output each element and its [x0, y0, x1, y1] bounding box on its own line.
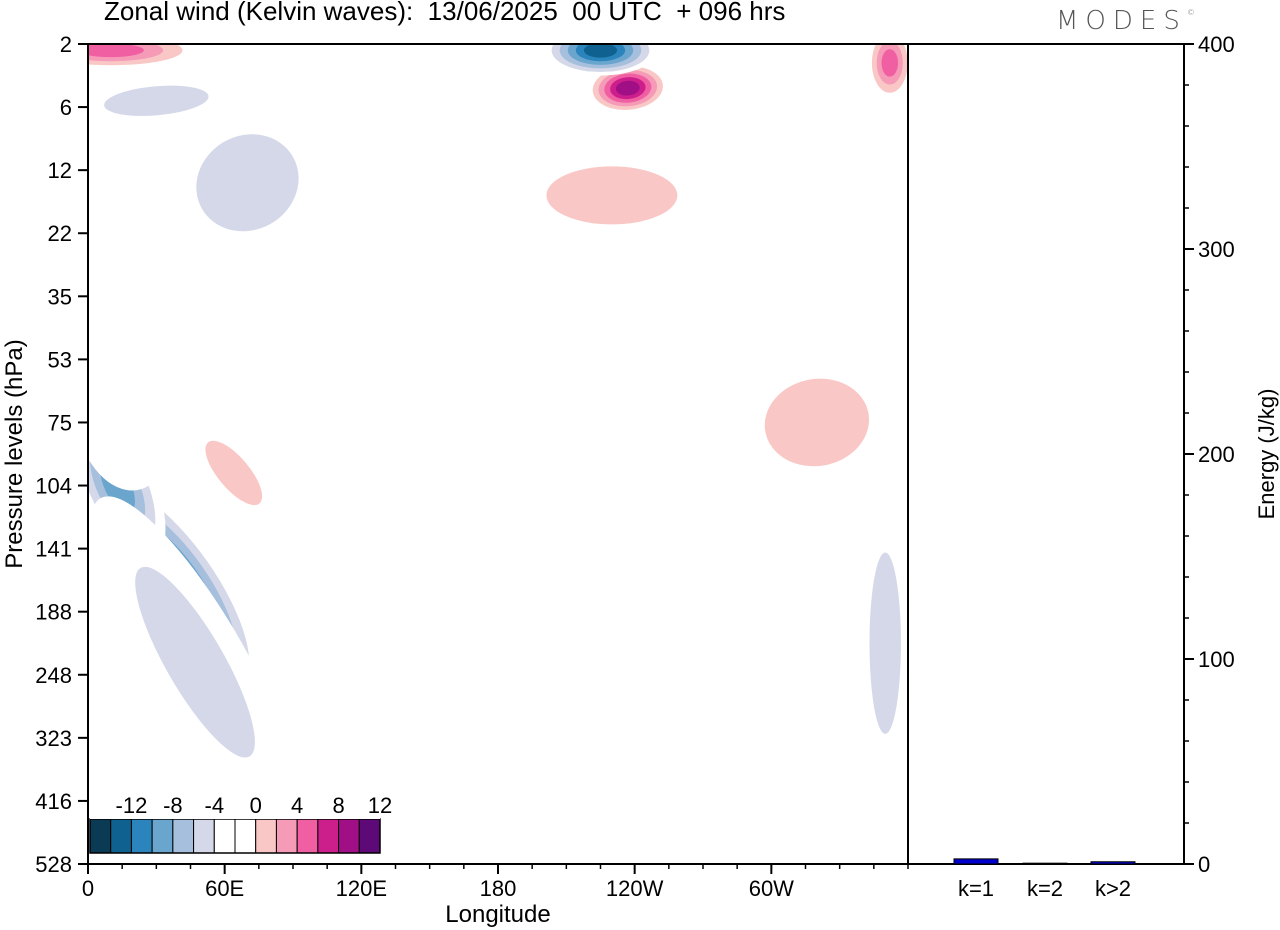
contour-level	[583, 44, 618, 58]
y-tick-label: 141	[35, 537, 72, 562]
bar-plot-frame	[907, 43, 1185, 865]
contour-level	[703, 693, 772, 846]
y-tick-label: 35	[48, 284, 72, 309]
contour-level	[205, 440, 263, 506]
y-tick-label: 188	[35, 600, 72, 625]
contour-feature	[543, 44, 658, 76]
contour-level	[88, 354, 170, 491]
x-tick-label: 60E	[205, 876, 244, 901]
x-tick-label: 120E	[336, 876, 387, 901]
colorbar-swatch	[358, 818, 381, 854]
y-tick-label: 104	[35, 474, 72, 499]
contour-feature	[586, 62, 669, 114]
contour-feature	[90, 496, 300, 828]
contour-level	[615, 80, 640, 96]
contour-level	[104, 85, 209, 116]
colorbar-label: -12	[116, 793, 148, 818]
x-tick-label: 60W	[749, 876, 794, 901]
energy-tick-label: 300	[1198, 237, 1235, 262]
energy-axis-label: Energy (J/kg)	[1254, 389, 1279, 520]
contour-level	[196, 134, 299, 232]
main-axes: 0 60E 120E 180 120W 60W 2 6 12 22 35 53 75 104 141 188 2…	[35, 32, 909, 901]
colorbar-swatch	[338, 818, 360, 854]
chart-title: Zonal wind (Kelvin waves): 13/06/2025 00…	[104, 0, 786, 26]
contour-feature	[88, 74, 248, 128]
colorbar-swatch	[275, 818, 298, 854]
colorbar-swatch	[317, 818, 340, 854]
colorbar-swatch	[89, 818, 112, 854]
colorbar-swatch	[255, 818, 277, 854]
energy-tick-label: 400	[1198, 32, 1235, 57]
energy-bar	[953, 858, 999, 865]
contour-level	[764, 378, 870, 467]
contour-feature	[158, 98, 337, 268]
colorbar-swatch	[213, 818, 236, 854]
contour-level	[88, 44, 144, 58]
contour-feature	[88, 354, 170, 491]
y-tick-label: 416	[35, 789, 72, 814]
colorbar: -12 -8 -4 0 4 8 12	[89, 787, 392, 854]
colorbar-swatch	[151, 818, 174, 854]
colorbar-label-backdrop	[90, 787, 380, 819]
y-tick-label: 22	[48, 221, 72, 246]
colorbar-label: 0	[250, 793, 262, 818]
y-tick-label: 528	[35, 852, 72, 877]
colorbar-swatch	[172, 818, 195, 854]
contour-level	[135, 566, 255, 758]
x-tick-label: 180	[480, 876, 517, 901]
energy-tick-label: 0	[1198, 852, 1210, 877]
bar-category-label: k=1	[958, 876, 994, 901]
contour-feature	[726, 346, 908, 499]
energy-bar-chart: k=1 k=2 k>2 0 100 200 300 400	[907, 32, 1235, 901]
contour-feature	[703, 693, 772, 846]
contour-feature	[184, 416, 284, 529]
y-tick-label: 6	[60, 95, 72, 120]
colorbar-swatch	[130, 818, 153, 854]
energy-bar	[1022, 862, 1068, 865]
contour-feature	[88, 44, 202, 70]
bar-category-label: k>2	[1095, 876, 1131, 901]
x-tick-label: 0	[82, 876, 94, 901]
colorbar-label: 4	[291, 793, 303, 818]
y-axis-label: Pressure levels (hPa)	[1, 339, 28, 568]
y-tick-label: 2	[60, 32, 72, 57]
contour-level	[384, 390, 703, 833]
colorbar-swatch	[296, 818, 319, 854]
energy-tick-label: 100	[1198, 647, 1235, 672]
contour-level	[546, 166, 678, 225]
brand-mark: ©	[1186, 8, 1195, 17]
energy-tick-label: 200	[1198, 442, 1235, 467]
brand-logo: MODES©	[1056, 6, 1195, 36]
contour-level	[869, 552, 901, 734]
y-tick-label: 75	[48, 410, 72, 435]
colorbar-swatch	[110, 818, 132, 854]
contour-level	[372, 422, 442, 738]
contour-feature	[857, 485, 908, 801]
colorbar-label: -8	[163, 793, 183, 818]
brand-text: MODES	[1056, 6, 1187, 36]
x-axis-label: Longitude	[445, 901, 550, 928]
contour-feature	[498, 144, 726, 246]
contour-feature	[384, 390, 703, 833]
y-tick-label: 323	[35, 726, 72, 751]
colorbar-swatch	[193, 818, 215, 854]
bar-category-label: k=2	[1027, 876, 1063, 901]
y-tick-label: 248	[35, 663, 72, 688]
colorbar-label: 12	[368, 793, 392, 818]
colorbar-swatch	[234, 818, 257, 854]
y-tick-label: 53	[48, 347, 72, 372]
contour-feature	[867, 44, 908, 101]
y-tick-label: 12	[48, 158, 72, 183]
contour-feature	[372, 422, 442, 738]
colorbar-label: 8	[332, 793, 344, 818]
x-tick-label: 120W	[606, 876, 664, 901]
contour-level	[881, 49, 899, 77]
energy-bar	[1090, 861, 1136, 865]
contour-field	[88, 44, 908, 864]
colorbar-label: -4	[205, 793, 225, 818]
